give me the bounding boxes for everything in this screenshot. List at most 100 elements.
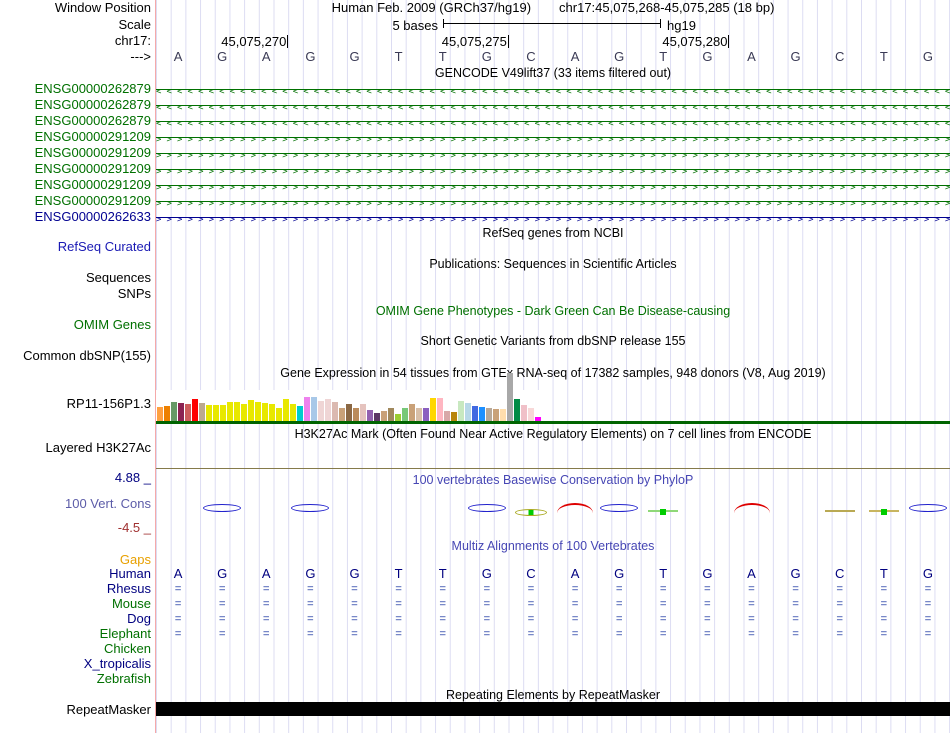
gene-id-label[interactable]: ENSG00000291209 — [34, 177, 151, 192]
gtex-tissue-bar — [437, 398, 443, 421]
gene-strand-arrows[interactable]: <<<<<<<<<<<<<<<<<<<<<<<<<<<<<<<<<<<<<<<<… — [156, 81, 950, 97]
layered-h3k27ac-label[interactable]: Layered H3K27Ac — [45, 440, 151, 455]
refseq-title: RefSeq genes from NCBI — [482, 226, 624, 240]
conservation-glyph — [908, 504, 947, 512]
common-dbsnp-label[interactable]: Common dbSNP(155) — [23, 348, 151, 363]
base-letter: A — [747, 49, 756, 64]
alignment-match-mark: = — [439, 628, 446, 640]
gene-id-label[interactable]: ENSG00000291209 — [34, 161, 151, 176]
sequences-label[interactable]: Sequences — [85, 270, 151, 285]
coordinate-value: 45,075,280 — [662, 34, 728, 49]
alignment-match-mark: = — [792, 628, 799, 640]
gene-id-label[interactable]: ENSG00000262633 — [34, 209, 151, 224]
repeat-element-bar[interactable] — [156, 702, 950, 716]
conservation-glyph — [291, 504, 330, 512]
gtex-tissue-bar — [185, 404, 191, 421]
gene-id-label[interactable]: ENSG00000262879 — [34, 113, 151, 128]
coordinate-tick-mark — [728, 35, 730, 48]
alignment-match-mark: = — [571, 613, 579, 625]
gtex-tissue-bar — [507, 373, 513, 421]
gene-strand-arrows[interactable]: <<<<<<<<<<<<<<<<<<<<<<<<<<<<<<<<<<<<<<<<… — [156, 97, 950, 113]
species-label[interactable]: Rhesus — [106, 581, 151, 596]
gtex-gene-label[interactable]: RP11-156P1.3 — [66, 396, 151, 411]
alignment-match-mark: = — [924, 583, 932, 595]
gene-strand-arrows[interactable]: >>>>>>>>>>>>>>>>>>>>>>>>>>>>>>>>>>>>>>>>… — [156, 177, 950, 193]
species-label[interactable]: Chicken — [104, 641, 151, 656]
gene-strand-arrows[interactable]: <<<<<<<<<<<<<<<<<<<<<<<<<<<<<<<<<<<<<<<<… — [156, 113, 950, 129]
snps-label[interactable]: SNPs — [117, 286, 151, 301]
alignment-match-mark: = — [218, 628, 226, 640]
conservation-glyph — [868, 509, 899, 515]
alignment-match-mark: = — [880, 628, 888, 640]
gene-id-label[interactable]: ENSG00000291209 — [34, 129, 151, 144]
gtex-tissue-bar — [283, 399, 289, 421]
alignment-match-mark: = — [174, 598, 182, 610]
base-letter: G — [481, 566, 492, 581]
omim-genes-label[interactable]: OMIM Genes — [73, 317, 151, 332]
alignment-match-mark: = — [395, 628, 402, 640]
gtex-tissue-bar — [535, 417, 541, 421]
gene-strand-arrows[interactable]: >>>>>>>>>>>>>>>>>>>>>>>>>>>>>>>>>>>>>>>>… — [156, 129, 950, 145]
alignment-match-mark: = — [924, 613, 932, 625]
alignment-match-mark: = — [836, 628, 843, 640]
alignment-match-mark: = — [218, 583, 226, 595]
repeatmasker-label[interactable]: RepeatMasker — [66, 702, 151, 717]
gtex-tissue-bar — [479, 407, 485, 421]
gene-strand-arrows[interactable]: >>>>>>>>>>>>>>>>>>>>>>>>>>>>>>>>>>>>>>>>… — [156, 145, 950, 161]
gene-id-label[interactable]: ENSG00000262879 — [34, 97, 151, 112]
scale-bases-text: 5 bases — [392, 18, 438, 33]
species-label[interactable]: Zebrafish — [96, 671, 151, 686]
gtex-tissue-bar — [430, 398, 436, 421]
gene-id-label[interactable]: ENSG00000291209 — [34, 145, 151, 160]
base-letter: G — [922, 566, 933, 581]
gene-strand-arrows[interactable]: >>>>>>>>>>>>>>>>>>>>>>>>>>>>>>>>>>>>>>>>… — [156, 161, 950, 177]
alignment-match-mark: = — [395, 598, 402, 610]
alignment-match-mark: = — [704, 613, 711, 625]
base-letter: A — [570, 566, 580, 581]
species-label[interactable]: Dog — [127, 611, 151, 626]
gtex-bar-chart[interactable] — [157, 373, 544, 421]
base-letter: G — [702, 566, 713, 581]
gtex-tissue-bar — [248, 400, 254, 421]
coordinate-value: 45,075,275 — [441, 34, 507, 49]
alignment-match-mark: = — [748, 628, 755, 640]
gene-strand-arrows[interactable]: >>>>>>>>>>>>>>>>>>>>>>>>>>>>>>>>>>>>>>>>… — [156, 209, 950, 225]
alignment-match-mark: = — [483, 613, 491, 625]
base-letter: G — [305, 566, 316, 581]
alignment-match-mark: = — [836, 613, 843, 625]
alignment-match-mark: = — [748, 613, 755, 625]
gtex-tissue-bar — [262, 403, 268, 421]
base-letter: G — [790, 49, 801, 64]
scale-db-label: hg19 — [667, 18, 696, 33]
coordinate-tick-mark — [287, 35, 289, 48]
alignment-match-mark: = — [351, 628, 358, 640]
gene-id-label[interactable]: ENSG00000262879 — [34, 81, 151, 96]
refseq-curated-label[interactable]: RefSeq Curated — [57, 239, 151, 254]
repeatmasker-title: Repeating Elements by RepeatMasker — [445, 688, 660, 702]
dbsnp-title: Short Genetic Variants from dbSNP releas… — [420, 334, 686, 348]
alignment-match-mark: = — [660, 598, 667, 610]
base-letter: T — [659, 566, 668, 581]
alignment-match-mark: = — [307, 628, 314, 640]
gaps-label[interactable]: Gaps — [119, 552, 151, 567]
alignment-match-mark: = — [263, 583, 270, 595]
scale-ruler-line — [444, 23, 660, 24]
vert-cons-label[interactable]: 100 Vert. Cons — [65, 496, 151, 511]
base-letter: T — [394, 49, 403, 64]
species-label[interactable]: X_tropicalis — [83, 656, 151, 671]
gene-strand-arrows[interactable]: >>>>>>>>>>>>>>>>>>>>>>>>>>>>>>>>>>>>>>>>… — [156, 193, 950, 209]
conservation-green-square — [660, 509, 667, 515]
alignment-match-mark: = — [351, 613, 358, 625]
species-label[interactable]: Human — [109, 566, 151, 581]
alignment-match-mark: = — [527, 598, 535, 610]
gene-id-label[interactable]: ENSG00000291209 — [34, 193, 151, 208]
gtex-tissue-bar — [206, 405, 212, 421]
base-letter: A — [261, 566, 271, 581]
base-letter: G — [349, 566, 360, 581]
base-letter: G — [217, 49, 228, 64]
gtex-tissue-bar — [444, 411, 450, 421]
alignment-match-mark: = — [792, 598, 799, 610]
species-label[interactable]: Elephant — [99, 626, 151, 641]
alignment-match-mark: = — [571, 598, 579, 610]
species-label[interactable]: Mouse — [111, 596, 151, 611]
